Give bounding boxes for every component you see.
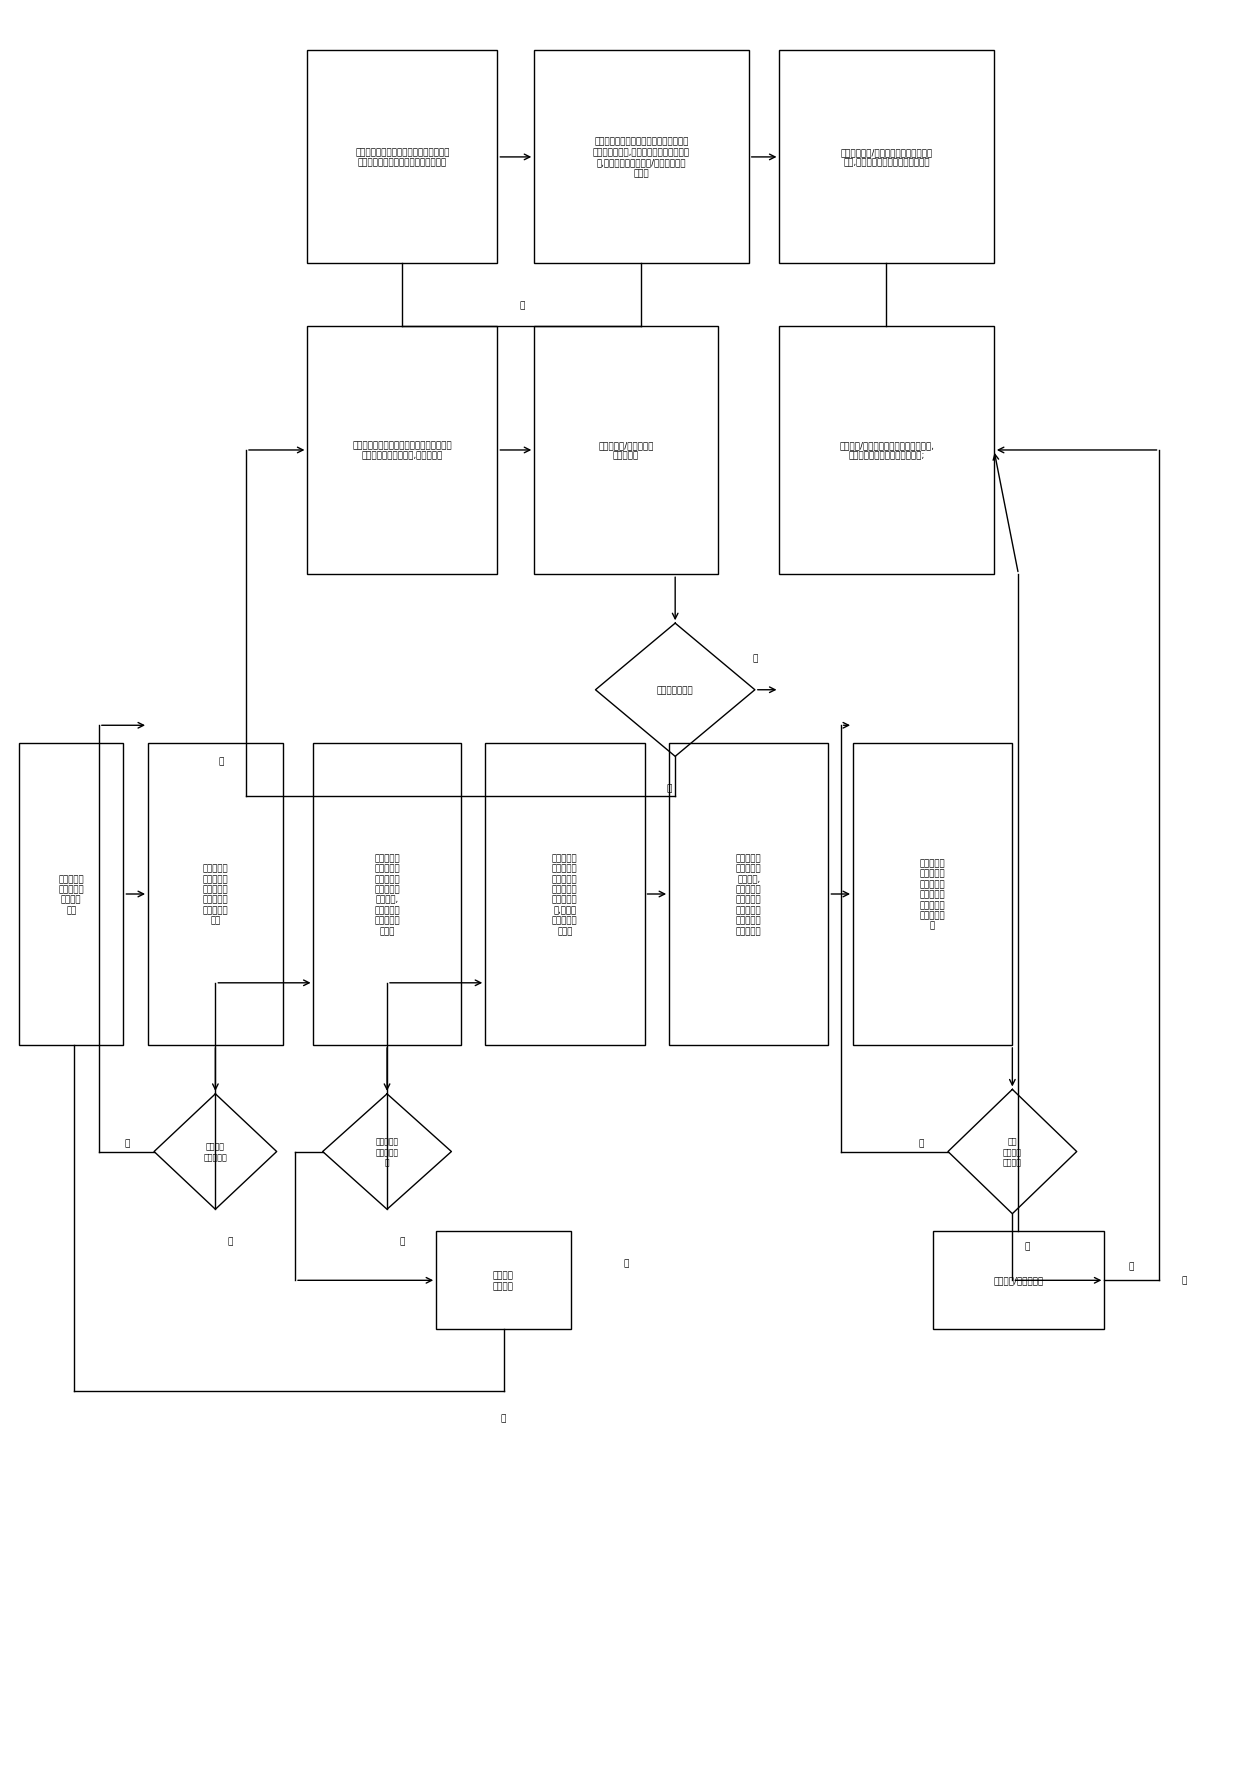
Text: 停止目标
车辆跟踪: 停止目标 车辆跟踪 [494, 1270, 515, 1290]
Text: 否: 否 [1128, 1261, 1133, 1270]
Text: 是: 是 [399, 1236, 404, 1245]
FancyBboxPatch shape [853, 744, 1012, 1045]
Text: 将二次车辆进/出场事件信息发送给主控
模块,并通过网络通信模块发送给后台: 将二次车辆进/出场事件信息发送给主控 模块,并通过网络通信模块发送给后台 [841, 148, 932, 168]
Text: 否: 否 [624, 1258, 629, 1267]
Text: 否: 否 [666, 784, 672, 793]
Text: 一级图像处
理模块对目
标车辆图像
的位置和轨
迹边分析,
判定目标车
辆是否驶入
停车位: 一级图像处 理模块对目 标车辆图像 的位置和轨 迹边分析, 判定目标车 辆是否驶… [374, 853, 399, 936]
Text: 车辆是否
进入检测区: 车辆是否 进入检测区 [203, 1141, 227, 1161]
Text: 是: 是 [1182, 1276, 1187, 1285]
FancyBboxPatch shape [932, 1233, 1105, 1329]
FancyBboxPatch shape [436, 1233, 570, 1329]
FancyBboxPatch shape [534, 52, 749, 265]
FancyBboxPatch shape [670, 744, 828, 1045]
FancyBboxPatch shape [148, 744, 283, 1045]
FancyBboxPatch shape [780, 326, 994, 574]
Text: 二级图像处理模块获取全景相机和车位相
机详细图像信息,重新进行精细化的图像分
析,形成二次目标车辆进/出场事件信息
并存储: 二级图像处理模块获取全景相机和车位相 机详细图像信息,重新进行精细化的图像分 析… [593, 138, 689, 177]
Text: 否: 否 [124, 1138, 130, 1147]
FancyBboxPatch shape [308, 326, 497, 574]
Text: 切分全景图
像中的目标
车辆图像,
将车与对位
相机图像进
行特征比对
分析在图像
中比对目标: 切分全景图 像中的目标 车辆图像, 将车与对位 相机图像进 行特征比对 分析在图… [735, 853, 761, 936]
Text: 将目标车辆
在全景图像
中的位置映
射到对应的
生位相机图
像,获取对
应的车位相
机图像: 将目标车辆 在全景图像 中的位置映 射到对应的 生位相机图 像,获取对 应的车位… [552, 853, 578, 936]
Polygon shape [595, 624, 755, 757]
Polygon shape [322, 1095, 451, 1209]
Text: 一级图像处理模块将获取的图像信息及对
应的时间信息发送给二级图像处理模块: 一级图像处理模块将获取的图像信息及对 应的时间信息发送给二级图像处理模块 [355, 148, 450, 168]
Polygon shape [949, 1090, 1076, 1215]
Text: 是: 是 [227, 1236, 233, 1245]
FancyBboxPatch shape [780, 52, 994, 265]
Text: 合成车辆进/出场事件图
像存储模块: 合成车辆进/出场事件图 像存储模块 [599, 442, 653, 460]
Text: 否: 否 [520, 301, 525, 309]
FancyBboxPatch shape [314, 744, 460, 1045]
Text: 是: 是 [1024, 1242, 1029, 1251]
Text: 否: 否 [501, 1413, 506, 1422]
FancyBboxPatch shape [19, 744, 124, 1045]
Text: 获取目标车
辆动作类型
信息以及关
键时间点的
图像信息并
进行车牌识
别: 获取目标车 辆动作类型 信息以及关 键时间点的 图像信息并 进行车牌识 别 [920, 859, 945, 930]
Text: 是否
离开车辆
检测区域: 是否 离开车辆 检测区域 [1003, 1138, 1022, 1166]
Text: 是: 是 [753, 655, 758, 664]
Polygon shape [154, 1095, 277, 1209]
Text: 是否驶入/出停车区域: 是否驶入/出停车区域 [993, 1276, 1044, 1285]
Text: 否: 否 [919, 1138, 924, 1147]
Text: 相机组模块
获取车辆图
像数据并
储存: 相机组模块 获取车辆图 像数据并 储存 [58, 875, 84, 914]
Text: 将车辆进/出场事件信息发送给主控模块,
并通过网络通信模块发送给后台;: 将车辆进/出场事件信息发送给主控模块, 并通过网络通信模块发送给后台; [839, 442, 934, 460]
FancyBboxPatch shape [308, 52, 497, 265]
Text: 一级图像处理模块会出「目标车辆已进场」
「目标车辆出场」信息,计算置信度: 一级图像处理模块会出「目标车辆已进场」 「目标车辆出场」信息,计算置信度 [352, 442, 453, 460]
FancyBboxPatch shape [534, 326, 718, 574]
Text: 否: 否 [218, 757, 224, 766]
Text: 置信度高于阈值: 置信度高于阈值 [657, 685, 693, 694]
Text: 一级图像处
理模块分析
全景相机的
图像以识别
位置坐标和
范围: 一级图像处 理模块分析 全景相机的 图像以识别 位置坐标和 范围 [202, 864, 228, 925]
Text: 目标车辆是
否驶入停车
位: 目标车辆是 否驶入停车 位 [376, 1138, 398, 1166]
FancyBboxPatch shape [485, 744, 645, 1045]
